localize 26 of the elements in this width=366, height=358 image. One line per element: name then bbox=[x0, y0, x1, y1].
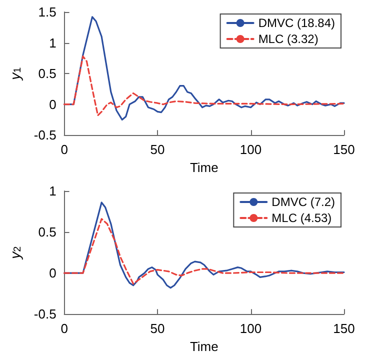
legend-label: DMVC (18.84) bbox=[258, 16, 336, 30]
x-tick-label: 150 bbox=[333, 321, 355, 336]
y-tick-label: -0.5 bbox=[34, 128, 56, 143]
y-tick-label: 1 bbox=[49, 35, 56, 50]
y-tick-label: 0.5 bbox=[38, 66, 56, 82]
x-tick-label: 150 bbox=[333, 142, 355, 158]
y-tick-label: 0.5 bbox=[38, 224, 56, 240]
x-axis-title: Time bbox=[190, 339, 218, 354]
legend-label: MLC (4.53) bbox=[272, 211, 332, 225]
y-tick-label: 0 bbox=[49, 96, 56, 112]
x-axis-title: Time bbox=[190, 160, 218, 175]
y-tick-label: 1 bbox=[49, 184, 56, 198]
legend-label: DMVC (7.2) bbox=[272, 195, 336, 209]
y-tick-label: -0.5 bbox=[34, 306, 56, 322]
legend-label: MLC (3.32) bbox=[258, 32, 318, 46]
y-tick-label: 0 bbox=[49, 266, 56, 281]
line-series bbox=[64, 56, 345, 116]
x-tick-label: 100 bbox=[240, 321, 262, 336]
y-axis-title: y1 bbox=[7, 66, 24, 81]
y-tick-label: 1.5 bbox=[38, 4, 56, 20]
x-tick-label: 100 bbox=[240, 142, 262, 158]
x-tick-label: 50 bbox=[150, 321, 165, 336]
x-tick-label: 0 bbox=[60, 142, 68, 158]
x-tick-label: 50 bbox=[150, 142, 165, 158]
y-axis-title: y2 bbox=[7, 246, 24, 260]
x-tick-label: 0 bbox=[60, 321, 68, 336]
